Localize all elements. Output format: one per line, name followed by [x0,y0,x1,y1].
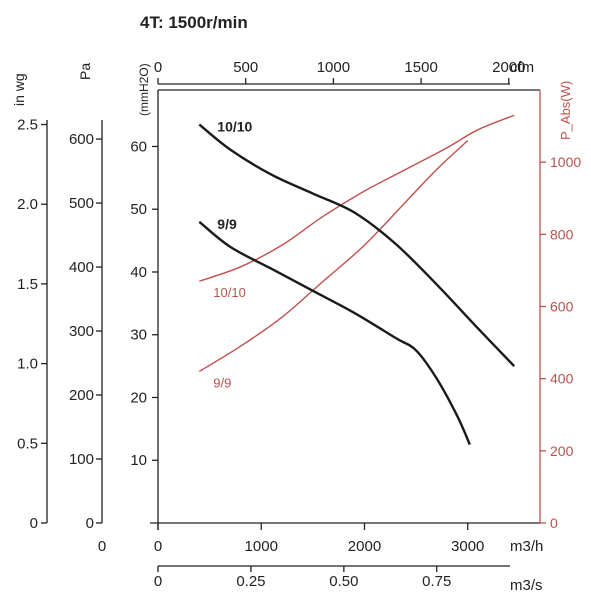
m3s-axis: 0 0.25 0.50 0.75 m3/s [154,565,543,594]
power-tick-label: 400 [550,371,574,387]
pa-tick-label: 100 [69,451,94,468]
pa-tick-label: 500 [69,195,94,212]
power-curve-9-9 [198,140,469,373]
pa-axis: 0 100 200 300 400 500 600 Pa [69,63,103,532]
pa-tick-label: 200 [69,387,94,404]
m3s-tick-label: 0 [154,573,162,590]
pressure-curve-10-10 [198,123,516,367]
pa-origin-label: 0 [98,538,106,555]
cfm-tick-label: 2000 [492,59,525,76]
curves-group: 10/10 9/9 10/10 9/9 [198,114,516,446]
pressure-curve-9-9 [198,220,471,446]
pressure-tick-label: 60 [130,138,147,155]
pressure-tick-label: 10 [130,452,147,469]
m3h-axis-label: m3/h [510,538,543,555]
inwg-tick-label: 1.0 [17,356,38,373]
chart-title: 4T: 1500r/min [140,13,248,32]
plot-frame [150,89,541,530]
inwg-tick-label: 2.5 [17,117,38,134]
power-tick-label: 800 [550,226,574,242]
m3s-tick-label: 0.50 [329,573,358,590]
pressure-axis: 10 20 30 40 50 60 (mmH2O) [130,63,158,469]
pressure-tick-label: 50 [130,201,147,218]
pa-tick-label: 300 [69,323,94,340]
inwg-axis: 0 0.5 1.0 1.5 2.0 2.5 in wg [11,73,48,532]
inwg-axis-label: in wg [11,73,27,106]
power-tick-label: 1000 [550,154,581,170]
power-tick-label: 600 [550,299,574,315]
pressure-tick-label: 40 [130,264,147,281]
power-curve-10-10 [199,114,515,282]
pa-tick-label: 0 [86,515,94,532]
power-axis: 0 200 400 600 800 1000 P_Abs(W) [540,81,581,531]
power-curve-label-10-10: 10/10 [213,285,246,300]
power-tick-label: 0 [550,515,558,531]
inwg-tick-label: 0.5 [17,435,38,452]
pressure-curve-label-10-10: 10/10 [217,119,252,135]
m3s-tick-label: 0.25 [236,573,265,590]
cfm-tick-label: 500 [233,59,258,76]
pressure-tick-label: 30 [130,327,147,344]
m3h-tick-label: 0 [154,538,162,555]
power-axis-label: P_Abs(W) [558,81,573,140]
cfm-tick-label: 1500 [404,59,437,76]
m3h-tick-label: 1000 [245,538,278,555]
m3h-tick-label: 2000 [348,538,381,555]
m3s-tick-label: 0.75 [422,573,451,590]
cfm-axis-label: cfm [510,59,534,76]
inwg-tick-label: 0 [30,515,38,532]
inwg-tick-label: 1.5 [17,276,38,293]
cfm-tick-label: 1000 [317,59,350,76]
m3h-axis: 0 1000 2000 3000 m3/h 0 [98,523,543,555]
inwg-tick-label: 2.0 [17,196,38,213]
power-curve-label-9-9: 9/9 [213,375,231,390]
pressure-axis-label: (mmH2O) [137,63,151,116]
m3s-axis-label: m3/s [510,577,543,594]
pa-axis-label: Pa [77,63,93,80]
cfm-axis: 0 500 1000 1500 2000 cfm [154,59,534,85]
pressure-curve-label-9-9: 9/9 [217,216,237,232]
pa-tick-label: 400 [69,259,94,276]
m3h-tick-label: 3000 [451,538,484,555]
pa-tick-label: 600 [69,131,94,148]
power-tick-label: 200 [550,443,574,459]
pressure-tick-label: 20 [130,389,147,406]
cfm-tick-label: 0 [154,59,162,76]
